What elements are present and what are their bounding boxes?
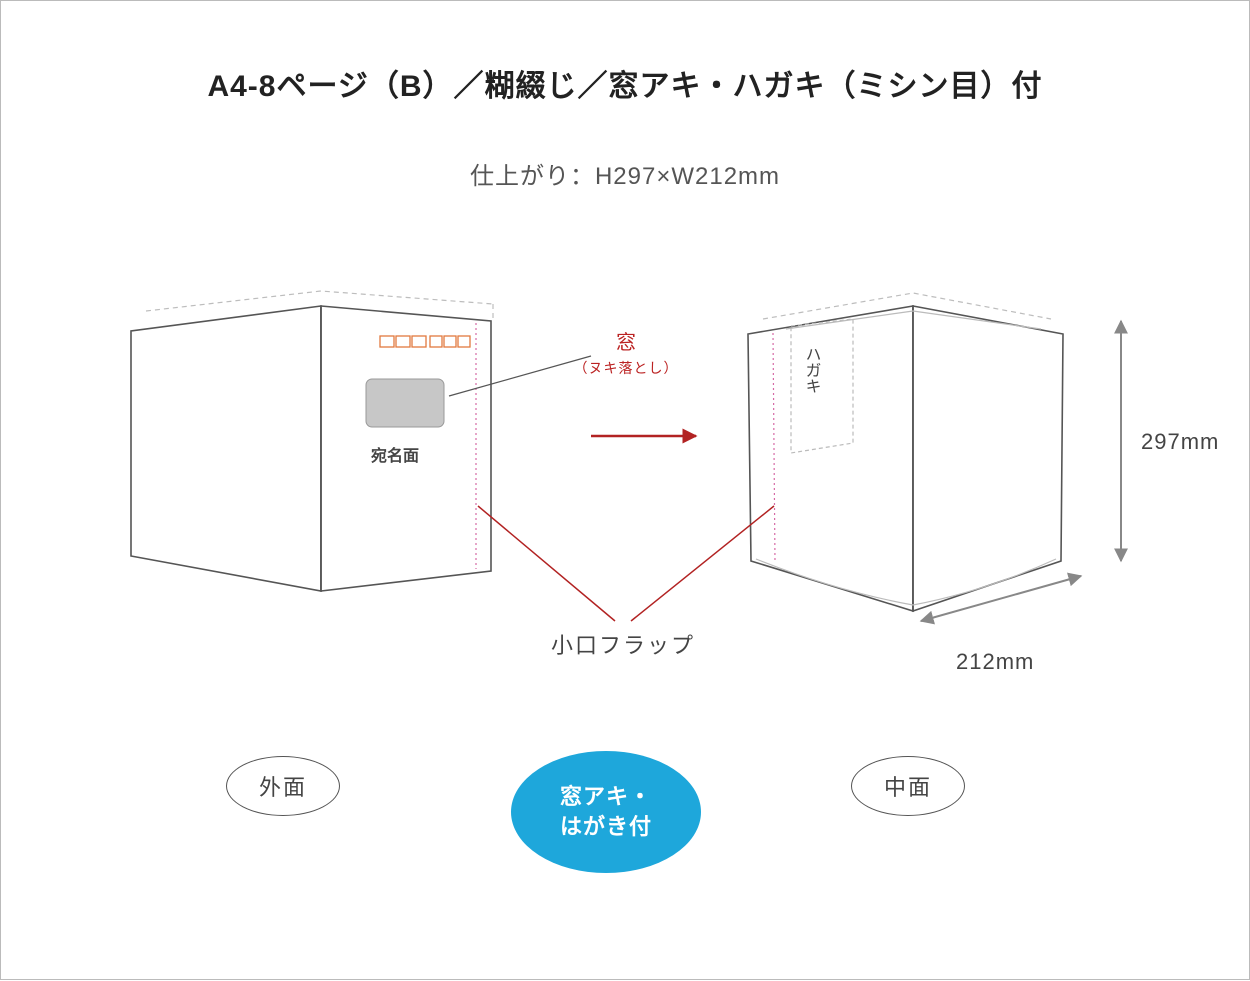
window-label: 窓	[616, 331, 636, 354]
feature-badge: 窓アキ・ はがき付	[511, 751, 701, 873]
left-book: 宛名面	[131, 291, 493, 591]
window-note-label: （ヌキ落とし）	[574, 360, 679, 376]
hagaki-label: ハガキ	[803, 346, 821, 394]
window-aperture	[366, 379, 444, 427]
feature-badge-line1: 窓アキ・	[560, 784, 652, 809]
dim-width-label: 212mm	[956, 649, 1034, 674]
dim-height-label: 297mm	[1141, 429, 1219, 454]
address-face-label: 宛名面	[370, 446, 419, 465]
diagram-frame: A4-8ページ（B）／糊綴じ／窓アキ・ハガキ（ミシン目）付 仕上がり：H297×…	[0, 0, 1250, 980]
right-book: ハガキ	[748, 293, 1063, 611]
inside-badge-label: 中面	[884, 770, 932, 802]
outside-badge-label: 外面	[259, 770, 307, 802]
feature-badge-text: 窓アキ・ はがき付	[560, 782, 652, 841]
flap-leader-left	[478, 506, 615, 621]
koguchi-flap-label: 小口フラップ	[551, 633, 695, 658]
outside-badge: 外面	[226, 756, 340, 816]
flap-leader-right	[631, 506, 774, 621]
inside-badge: 中面	[851, 756, 965, 816]
feature-badge-line2: はがき付	[560, 814, 652, 839]
